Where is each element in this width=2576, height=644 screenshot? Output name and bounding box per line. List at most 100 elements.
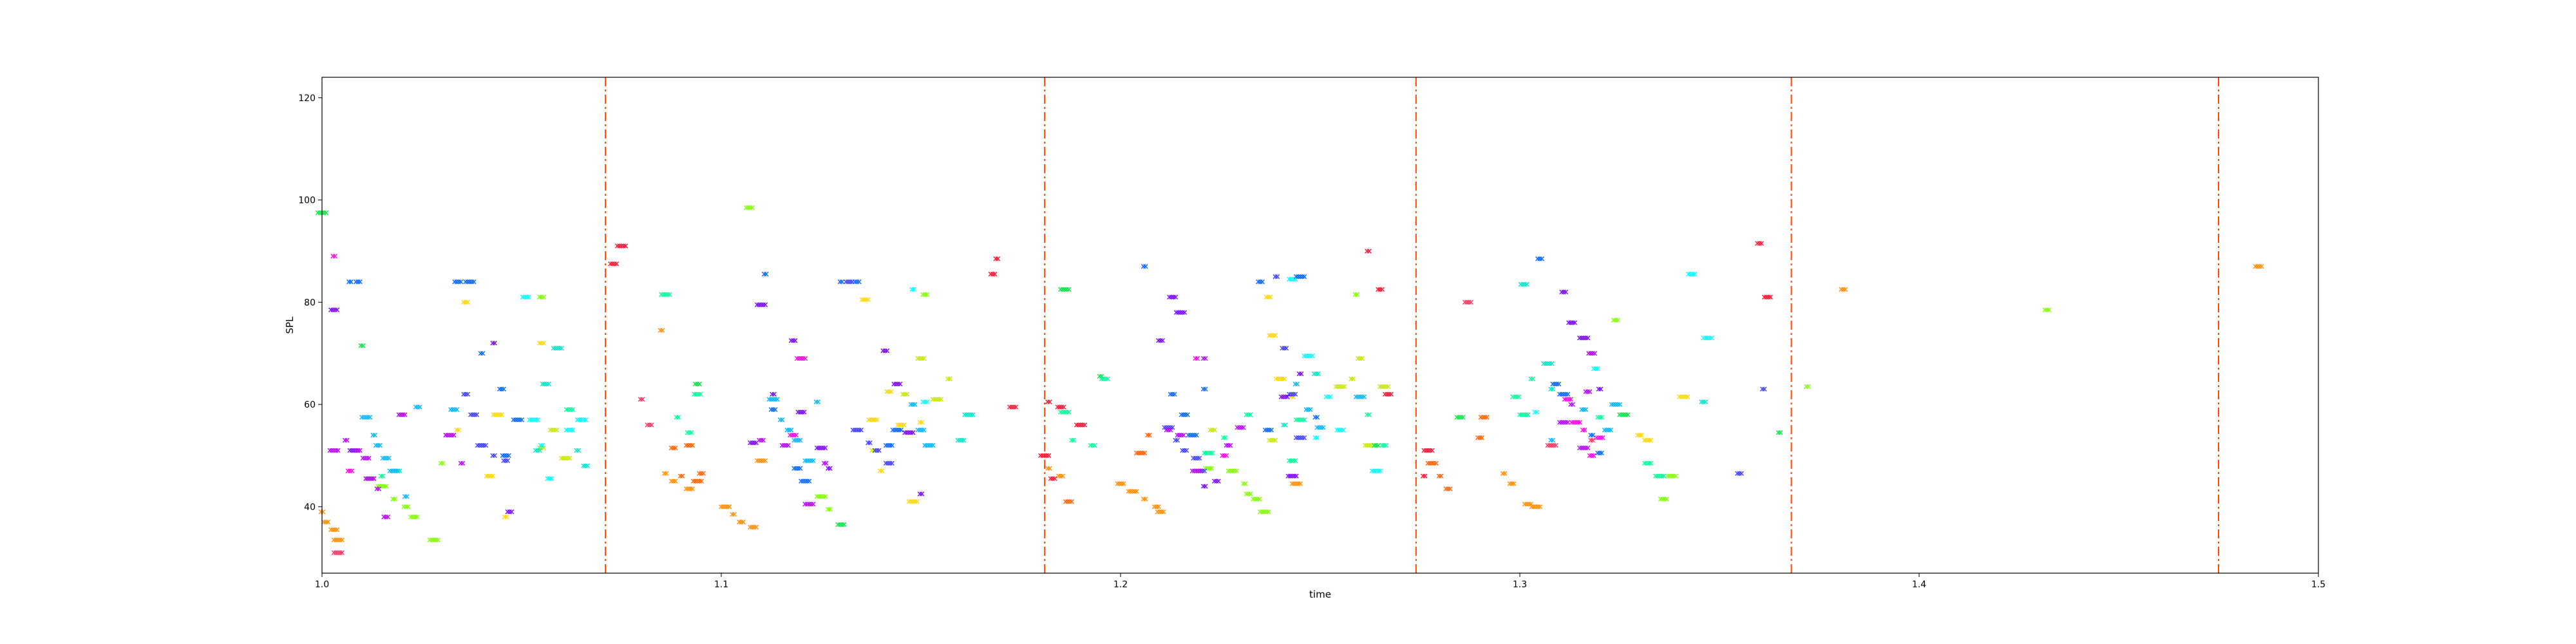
data-point <box>1235 425 1246 430</box>
data-point <box>1312 415 1320 420</box>
data-point <box>478 350 486 356</box>
data-point <box>443 432 457 438</box>
data-point <box>330 254 337 259</box>
data-point <box>826 466 833 471</box>
data-point <box>331 537 345 543</box>
data-point <box>1548 386 1555 392</box>
data-point <box>1475 435 1484 440</box>
x-tick-label: 1.0 <box>315 580 329 590</box>
data-point <box>1352 292 1360 298</box>
data-points <box>315 205 2264 555</box>
data-point <box>1421 448 1435 453</box>
data-point <box>448 407 460 412</box>
data-point <box>502 514 509 520</box>
data-point <box>1126 489 1139 494</box>
data-point <box>1251 497 1262 502</box>
data-point <box>500 453 511 459</box>
data-point <box>777 417 785 422</box>
data-point <box>683 442 695 448</box>
data-point <box>360 455 372 461</box>
data-point <box>1334 428 1346 433</box>
data-point <box>540 381 551 386</box>
data-point <box>545 476 554 481</box>
data-point <box>1289 481 1303 486</box>
data-point <box>538 442 545 448</box>
data-point <box>1180 448 1189 453</box>
data-point <box>915 355 927 361</box>
data-point <box>537 341 546 346</box>
data-point <box>802 458 816 464</box>
data-point <box>1517 412 1531 417</box>
data-point <box>908 402 918 407</box>
y-tick-label: 40 <box>304 502 316 513</box>
data-point <box>559 455 573 461</box>
data-point <box>408 514 420 520</box>
data-point <box>850 428 864 433</box>
data-point <box>527 417 540 422</box>
data-point <box>321 519 331 525</box>
data-point <box>1507 481 1517 486</box>
data-point <box>2253 264 2264 269</box>
data-point <box>1311 371 1321 377</box>
x-tick-label: 1.1 <box>714 580 728 590</box>
data-point <box>737 519 746 525</box>
data-point <box>1382 392 1394 397</box>
data-point <box>872 448 882 453</box>
data-point <box>331 550 345 555</box>
data-point <box>1115 481 1126 486</box>
data-point <box>1293 274 1307 279</box>
data-point <box>945 376 952 382</box>
data-point <box>719 504 732 509</box>
data-point <box>962 412 976 417</box>
data-point <box>788 338 798 343</box>
data-point <box>2042 307 2052 312</box>
data-point <box>374 486 382 491</box>
data-point <box>1262 428 1274 433</box>
data-point <box>1055 404 1066 410</box>
data-point <box>484 473 495 478</box>
data-point <box>1579 407 1589 412</box>
data-point <box>1369 468 1383 473</box>
data-point <box>1045 399 1052 404</box>
data-point <box>1303 407 1313 412</box>
data-point <box>1058 287 1072 292</box>
data-point <box>1635 432 1644 438</box>
data-point <box>884 389 894 394</box>
data-point <box>1559 289 1569 295</box>
data-point <box>1293 435 1307 440</box>
data-point <box>1191 455 1202 461</box>
data-point <box>1701 336 1714 341</box>
x-tick-label: 1.5 <box>2311 580 2325 590</box>
data-point <box>1155 509 1166 515</box>
data-point <box>327 448 341 453</box>
data-point <box>1099 376 1110 382</box>
data-point <box>993 256 1001 261</box>
data-point <box>363 476 377 481</box>
data-point <box>1208 428 1217 433</box>
data-point <box>1220 435 1228 440</box>
data-point <box>1443 486 1453 491</box>
data-point <box>791 466 803 471</box>
data-point <box>353 448 363 453</box>
data-point <box>866 440 873 446</box>
data-point <box>413 404 422 410</box>
data-point <box>1653 473 1667 478</box>
data-point <box>1557 392 1571 397</box>
data-point <box>677 473 685 478</box>
data-point <box>1583 389 1593 394</box>
data-point <box>1580 428 1587 433</box>
data-point <box>1244 491 1253 497</box>
data-point <box>645 422 654 428</box>
data-point <box>788 432 799 438</box>
data-point <box>1069 437 1076 443</box>
data-point <box>1296 371 1304 377</box>
data-point <box>520 294 531 300</box>
data-point <box>1642 460 1653 466</box>
data-point <box>988 271 998 277</box>
data-point <box>358 343 366 348</box>
data-point <box>1568 402 1575 407</box>
data-point <box>859 297 871 303</box>
data-point <box>922 442 936 448</box>
data-point <box>1735 471 1744 476</box>
data-point <box>668 445 678 451</box>
